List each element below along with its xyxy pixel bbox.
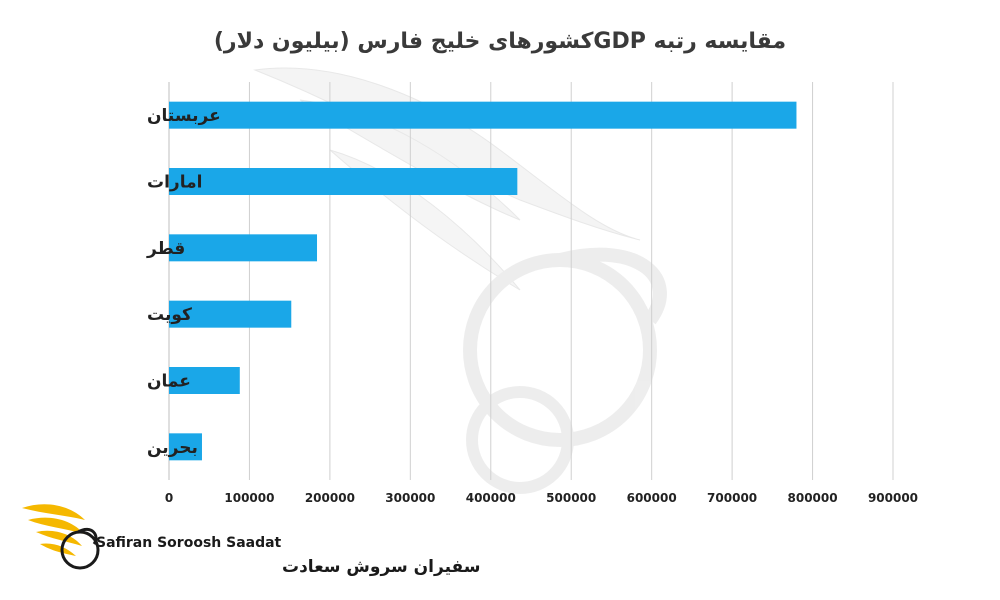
category-labels: عربستان امارات قطر کویت عمان بحرین (146, 106, 221, 458)
category-label: عربستان (147, 106, 221, 126)
logo-name-fa: سفیران سروش سعادت (282, 557, 480, 577)
category-label: قطر (146, 239, 185, 259)
chart-title: مقایسه رتبه GDPکشورهای خلیج فارس (بیلیون… (214, 29, 786, 54)
bar (169, 300, 292, 328)
swan-watermark-icon (253, 67, 667, 494)
bar (169, 433, 202, 461)
bar (169, 234, 318, 262)
logo-name-en: Safiran Soroosh Saadat (96, 535, 282, 551)
x-tick-label: 400000 (466, 491, 516, 505)
x-tick-labels: 0 100000 200000 300000 400000 500000 600000 700… (165, 491, 918, 505)
x-tick-label: 900000 (868, 491, 918, 505)
category-label: عمان (147, 372, 191, 392)
category-label: کویت (147, 305, 192, 325)
x-tick-label: 200000 (305, 491, 355, 505)
bar (169, 367, 240, 394)
bars-group (169, 101, 797, 461)
swan-wings-logo-icon (22, 504, 100, 570)
x-tick-label: 300000 (385, 491, 435, 505)
bar (169, 101, 797, 129)
bar (169, 168, 518, 195)
x-tick-label: 800000 (788, 491, 838, 505)
x-tick-label: 500000 (546, 491, 596, 505)
category-label: امارات (147, 173, 202, 193)
x-tick-label: 600000 (627, 491, 677, 505)
grid-lines (168, 82, 894, 480)
x-tick-label: 0 (165, 491, 173, 505)
category-label: بحرین (147, 438, 198, 458)
x-tick-label: 100000 (224, 491, 274, 505)
x-tick-label: 700000 (707, 491, 757, 505)
